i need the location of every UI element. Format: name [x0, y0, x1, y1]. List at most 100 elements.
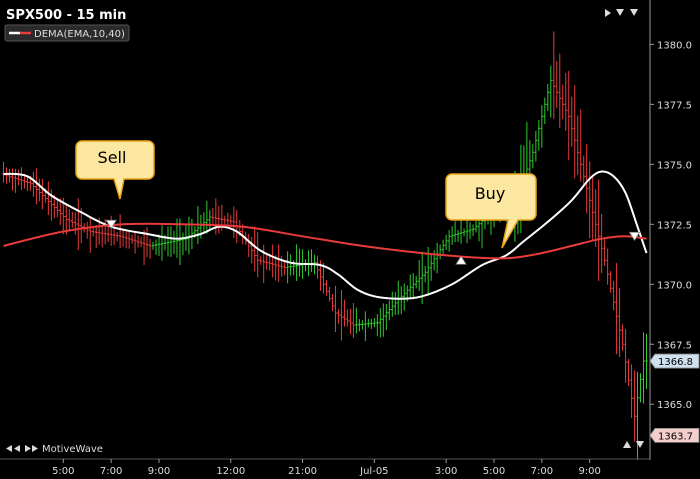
price-bar	[402, 283, 406, 311]
price-bar	[14, 168, 17, 193]
x-tick-label: Jul-05	[359, 466, 388, 477]
price-bar	[552, 31, 556, 119]
price-bar	[621, 324, 624, 351]
price-bar	[444, 234, 448, 250]
price-bar	[274, 255, 278, 281]
price-bar	[133, 231, 137, 254]
y-tick-label: 1375.0	[657, 160, 692, 171]
price-bar	[271, 244, 275, 278]
price-bar	[343, 299, 346, 327]
price-bar	[531, 143, 535, 169]
low-price-tag-label: 1363.7	[658, 431, 693, 442]
price-bar	[253, 226, 257, 272]
price-bar	[316, 255, 319, 279]
price-bar	[465, 219, 469, 244]
scroll-right-icon[interactable]	[25, 445, 31, 452]
price-bar	[298, 248, 301, 277]
price-bar	[636, 372, 639, 468]
price-bar	[73, 212, 77, 235]
price-bar	[642, 332, 645, 404]
price-bar	[118, 214, 122, 248]
sell-signal-marker	[628, 231, 641, 242]
scroll-up-icon[interactable]	[623, 441, 631, 448]
y-tick-label: 1380.0	[657, 40, 692, 51]
price-bar	[145, 227, 149, 257]
price-bar	[546, 84, 550, 111]
price-bar	[26, 175, 29, 191]
price-bar	[429, 253, 433, 281]
price-bar	[88, 217, 92, 253]
legend[interactable]: DEMA(EMA,10,40)	[4, 24, 130, 42]
price-bar	[363, 311, 367, 342]
price-bar	[160, 225, 164, 261]
buy-signal-marker	[455, 255, 467, 265]
x-tick-label: 12:00	[216, 466, 245, 477]
buy-callout-label: Buy	[475, 184, 506, 203]
bottom-nav-icons[interactable]	[623, 441, 644, 448]
price-bar	[573, 85, 577, 179]
price-bar	[390, 291, 394, 317]
scroll-right-icon[interactable]	[32, 445, 38, 452]
price-bar	[456, 229, 460, 243]
price-bar	[37, 178, 41, 202]
buy-callout-bubble	[445, 173, 537, 249]
price-bar	[352, 303, 355, 338]
y-tick-label: 1377.5	[657, 100, 692, 111]
nav-arrows-icon[interactable]	[605, 9, 638, 17]
price-bar	[58, 198, 62, 226]
sell-callout-bubble	[75, 140, 155, 200]
x-axis-panel[interactable]	[0, 460, 700, 479]
price-bar	[157, 234, 161, 256]
y-tick-label: 1367.5	[657, 340, 692, 351]
price-bar	[585, 143, 589, 214]
price-bar	[633, 370, 636, 442]
price-bar	[17, 169, 20, 186]
price-bar	[411, 273, 415, 300]
price-bar	[462, 228, 466, 237]
price-bar	[381, 303, 385, 337]
price-bar	[349, 308, 352, 335]
price-bar	[591, 175, 595, 242]
scroll-right-icon[interactable]	[605, 9, 611, 17]
price-bar	[639, 373, 642, 403]
price-bar	[40, 178, 44, 210]
price-bar	[453, 221, 457, 243]
price-bar	[594, 189, 598, 248]
scroll-left-icon[interactable]	[14, 445, 20, 452]
scroll-down-icon[interactable]	[616, 9, 624, 16]
price-bar	[322, 262, 325, 294]
price-bar	[600, 214, 604, 274]
price-bar	[645, 333, 648, 389]
price-bar	[378, 308, 382, 338]
scroll-down-icon[interactable]	[636, 441, 644, 448]
price-bar	[331, 294, 334, 312]
price-bar	[130, 234, 134, 244]
price-bar	[250, 236, 254, 264]
sell-signal-marker	[105, 219, 117, 230]
y-tick-label: 1372.5	[657, 220, 692, 231]
price-bar	[172, 230, 176, 254]
price-bar	[11, 168, 14, 191]
price-bar	[414, 275, 418, 289]
price-bar	[357, 319, 361, 332]
y-tick-label: 1365.0	[657, 400, 692, 411]
price-bar	[259, 256, 263, 265]
price-bar	[603, 239, 607, 266]
price-bar	[151, 241, 155, 250]
y-axis-panel[interactable]	[651, 0, 700, 479]
price-bar	[441, 239, 445, 255]
price-bar	[474, 220, 478, 233]
scroll-left-icon[interactable]	[6, 445, 12, 452]
price-bar	[166, 226, 170, 257]
price-bar	[205, 200, 209, 234]
scroll-down-icon[interactable]	[630, 9, 638, 16]
price-bar	[366, 318, 370, 328]
price-bar	[360, 320, 364, 330]
x-tick-label: 7:00	[531, 466, 553, 477]
legend-box	[4, 24, 130, 42]
price-bar	[609, 271, 613, 294]
x-tick-label: 5:00	[483, 466, 505, 477]
